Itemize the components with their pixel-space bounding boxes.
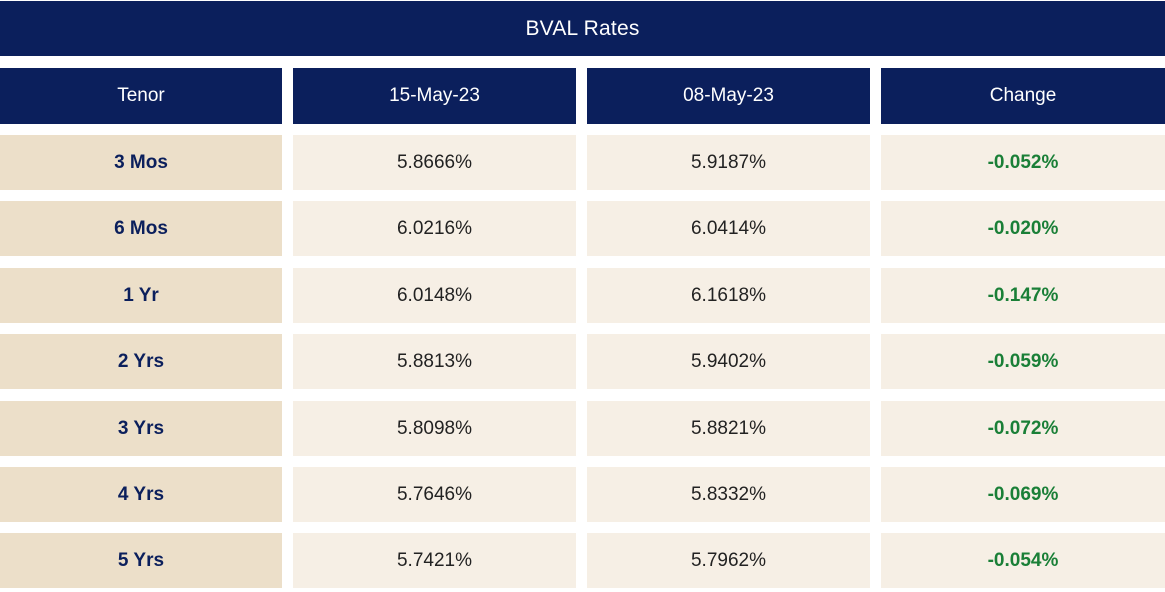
tenor-cell: 3 Yrs	[0, 401, 282, 456]
previous-rate-cell: 6.1618%	[587, 268, 870, 323]
tenor-cell: 1 Yr	[0, 268, 282, 323]
change-cell: -0.059%	[881, 334, 1165, 389]
change-cell: -0.147%	[881, 268, 1165, 323]
previous-rate-cell: 5.8332%	[587, 467, 870, 522]
previous-rate-cell: 5.9187%	[587, 135, 870, 190]
tenor-cell: 5 Yrs	[0, 533, 282, 588]
previous-rate-cell: 5.9402%	[587, 334, 870, 389]
change-cell: -0.072%	[881, 401, 1165, 456]
tenor-cell: 4 Yrs	[0, 467, 282, 522]
header-change: Change	[881, 68, 1165, 124]
change-cell: -0.052%	[881, 135, 1165, 190]
header-previous-date: 08-May-23	[587, 68, 870, 124]
current-rate-cell: 6.0216%	[293, 201, 576, 256]
current-rate-cell: 5.8098%	[293, 401, 576, 456]
tenor-cell: 2 Yrs	[0, 334, 282, 389]
header-tenor: Tenor	[0, 68, 282, 124]
current-rate-cell: 5.7421%	[293, 533, 576, 588]
current-rate-cell: 6.0148%	[293, 268, 576, 323]
change-cell: -0.069%	[881, 467, 1165, 522]
previous-rate-cell: 5.7962%	[587, 533, 870, 588]
change-cell: -0.020%	[881, 201, 1165, 256]
current-rate-cell: 5.8813%	[293, 334, 576, 389]
header-current-date: 15-May-23	[293, 68, 576, 124]
tenor-cell: 3 Mos	[0, 135, 282, 190]
current-rate-cell: 5.7646%	[293, 467, 576, 522]
current-rate-cell: 5.8666%	[293, 135, 576, 190]
table-title: BVAL Rates	[0, 1, 1165, 56]
previous-rate-cell: 6.0414%	[587, 201, 870, 256]
tenor-cell: 6 Mos	[0, 201, 282, 256]
previous-rate-cell: 5.8821%	[587, 401, 870, 456]
change-cell: -0.054%	[881, 533, 1165, 588]
